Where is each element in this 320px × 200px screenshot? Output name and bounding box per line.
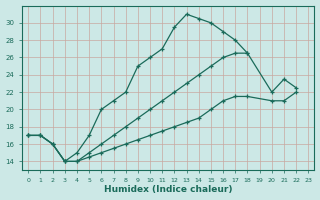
X-axis label: Humidex (Indice chaleur): Humidex (Indice chaleur) (104, 185, 233, 194)
